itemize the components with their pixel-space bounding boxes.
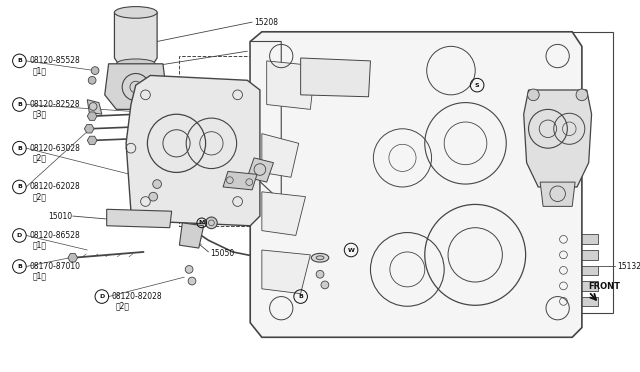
Text: 08320-61212: 08320-61212 bbox=[487, 81, 538, 90]
Polygon shape bbox=[105, 64, 167, 109]
Text: （2）: （2） bbox=[33, 153, 47, 162]
Text: 15238: 15238 bbox=[249, 47, 273, 56]
Text: FRONT: FRONT bbox=[589, 282, 621, 291]
Polygon shape bbox=[126, 76, 260, 226]
Text: 15053M: 15053M bbox=[239, 218, 271, 227]
Ellipse shape bbox=[116, 59, 155, 69]
Polygon shape bbox=[267, 61, 315, 109]
Text: W: W bbox=[348, 247, 355, 253]
Text: S: S bbox=[475, 83, 479, 88]
Text: 15010: 15010 bbox=[49, 212, 72, 221]
Polygon shape bbox=[223, 171, 257, 190]
Circle shape bbox=[91, 67, 99, 74]
Polygon shape bbox=[87, 136, 97, 145]
Circle shape bbox=[527, 89, 540, 101]
Text: B: B bbox=[17, 58, 22, 63]
Polygon shape bbox=[179, 223, 204, 248]
Polygon shape bbox=[250, 42, 281, 202]
Text: B: B bbox=[17, 102, 22, 107]
Polygon shape bbox=[107, 209, 172, 228]
Circle shape bbox=[321, 281, 329, 289]
Bar bbox=[529, 281, 598, 291]
Text: （1）: （1） bbox=[365, 255, 379, 264]
Text: 08915-13610: 08915-13610 bbox=[361, 246, 412, 254]
Bar bbox=[179, 56, 262, 226]
Text: （1）: （1） bbox=[314, 302, 328, 311]
Polygon shape bbox=[262, 250, 310, 294]
Bar bbox=[529, 234, 598, 244]
Text: （7）: （7） bbox=[491, 90, 505, 99]
Circle shape bbox=[88, 76, 96, 84]
Text: 08170-87010: 08170-87010 bbox=[29, 262, 80, 271]
Circle shape bbox=[576, 89, 588, 101]
Polygon shape bbox=[84, 125, 94, 133]
Text: B: B bbox=[298, 294, 303, 299]
Text: 08120-63028: 08120-63028 bbox=[29, 144, 80, 153]
Ellipse shape bbox=[316, 256, 324, 260]
Circle shape bbox=[205, 217, 217, 229]
Circle shape bbox=[153, 180, 161, 189]
Text: （2）: （2） bbox=[33, 192, 47, 201]
Text: M: M bbox=[198, 220, 205, 225]
Text: （1）: （1） bbox=[33, 66, 47, 75]
Text: 08120-86528: 08120-86528 bbox=[29, 231, 80, 240]
Text: B: B bbox=[17, 185, 22, 189]
Text: （1）: （1） bbox=[33, 241, 47, 250]
Bar bbox=[514, 32, 613, 313]
Text: 15208: 15208 bbox=[254, 17, 278, 27]
Ellipse shape bbox=[311, 253, 329, 262]
Polygon shape bbox=[262, 134, 299, 177]
Text: 08120-85528: 08120-85528 bbox=[29, 57, 80, 65]
Text: D: D bbox=[99, 294, 104, 299]
Text: 12279N: 12279N bbox=[201, 215, 230, 224]
Text: （3）: （3） bbox=[33, 110, 47, 119]
Text: 08120-61210: 08120-61210 bbox=[310, 292, 361, 301]
Text: 08120-82028: 08120-82028 bbox=[111, 292, 162, 301]
Polygon shape bbox=[68, 254, 77, 262]
Text: 15050: 15050 bbox=[211, 249, 235, 259]
Polygon shape bbox=[87, 112, 97, 121]
Ellipse shape bbox=[115, 7, 157, 18]
Polygon shape bbox=[250, 32, 582, 337]
Circle shape bbox=[185, 266, 193, 273]
Polygon shape bbox=[524, 90, 591, 187]
Polygon shape bbox=[301, 58, 371, 97]
Text: 15239: 15239 bbox=[271, 173, 296, 182]
Bar bbox=[529, 250, 598, 260]
Text: 15132: 15132 bbox=[617, 262, 640, 271]
Bar bbox=[529, 266, 598, 275]
Circle shape bbox=[188, 277, 196, 285]
Text: 08120-82528: 08120-82528 bbox=[29, 100, 80, 109]
Polygon shape bbox=[247, 158, 273, 182]
Text: B: B bbox=[17, 264, 22, 269]
Text: 15066: 15066 bbox=[303, 192, 327, 201]
Text: （1）: （1） bbox=[33, 272, 47, 281]
Text: D: D bbox=[17, 233, 22, 238]
Polygon shape bbox=[262, 192, 305, 235]
Text: A 50^025: A 50^025 bbox=[548, 320, 579, 325]
Text: B: B bbox=[17, 146, 22, 151]
Polygon shape bbox=[115, 12, 157, 64]
Circle shape bbox=[149, 192, 157, 201]
Bar bbox=[529, 296, 598, 306]
Polygon shape bbox=[540, 182, 575, 206]
Text: （2）: （2） bbox=[115, 302, 129, 311]
Text: 15213: 15213 bbox=[215, 86, 239, 96]
Polygon shape bbox=[87, 100, 102, 114]
Circle shape bbox=[316, 270, 324, 278]
Text: 08120-62028: 08120-62028 bbox=[29, 183, 80, 192]
